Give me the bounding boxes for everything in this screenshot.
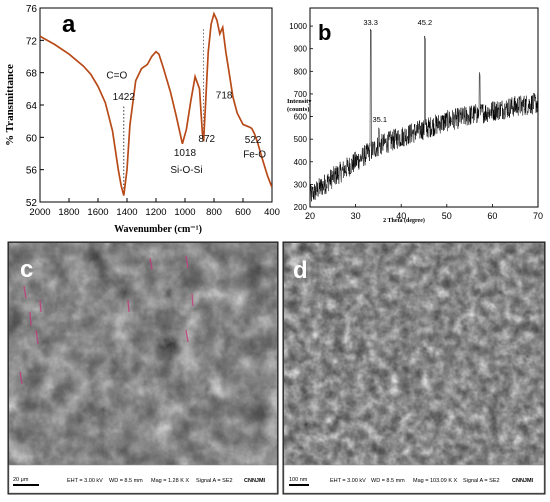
ftir-y-tick-label: 76: [26, 4, 38, 15]
ftir-annotation: Fe-O: [243, 150, 266, 161]
sem-c-wd: WD = 8.5 mm: [109, 478, 143, 484]
ftir-x-tick-label: 1200: [145, 207, 166, 218]
sem-c-scalebar-label: 20 μm: [13, 477, 29, 483]
xrd-y-tick-label: 700: [294, 90, 308, 99]
xrd-y-tick-label: 400: [294, 158, 308, 167]
sem-d-signal: Signal A = SE2: [463, 478, 500, 484]
xrd-x-axis-label: 2 Theta (degree): [383, 217, 425, 224]
sem-d-infobar: [283, 464, 545, 494]
xrd-y-tick-label: 300: [294, 180, 308, 189]
sem-d-scalebar: [289, 484, 309, 486]
ftir-x-tick-label: 1400: [116, 207, 137, 218]
ftir-y-tick-label: 60: [26, 133, 38, 144]
xrd-x-tick-label: 70: [533, 211, 543, 221]
ftir-y-tick-label: 64: [26, 101, 38, 112]
ftir-x-tick-label: 1800: [58, 207, 79, 218]
ftir-annotation: 872: [198, 134, 215, 145]
ftir-y-tick-label: 52: [26, 198, 38, 209]
ftir-x-axis: 2000 1800 1600 1400 1200 1000 800 600 400: [29, 198, 280, 218]
xrd-y-tick-label: 200: [294, 203, 308, 212]
sem-d-eht: EHT = 3.00 kV: [330, 478, 366, 484]
xrd-annotation: 45.2: [418, 18, 433, 27]
xrd-x-tick-label: 60: [487, 211, 497, 221]
ftir-x-tick-label: 800: [206, 207, 222, 218]
sem-d-image: [284, 243, 544, 465]
ftir-x-tick-label: 600: [235, 207, 251, 218]
ftir-annotation: 718: [216, 91, 233, 102]
ftir-annotation: 1422: [113, 92, 136, 103]
sem-c-eht: EHT = 3.00 kV: [67, 478, 103, 484]
sem-c-mag: Mag = 1.28 K X: [151, 478, 189, 484]
ftir-x-tick-label: 2000: [29, 207, 50, 218]
panel-a-ftir: 52 56 60 64 68 72 76 2000 1800 1600 1400 1200 1000 8…: [4, 4, 280, 235]
ftir-x-tick-label: 1000: [174, 207, 195, 218]
xrd-x-tick-label: 20: [305, 211, 315, 221]
sem-d-wd: WD = 8.5 mm: [371, 478, 405, 484]
sem-d-scalebar-label: 100 nm: [289, 477, 308, 483]
xrd-x-tick-label: 30: [351, 211, 361, 221]
ftir-x-tick-label: 400: [264, 207, 280, 218]
ftir-plot-frame: [39, 7, 273, 203]
panel-b-letter: b: [318, 20, 331, 45]
ftir-annotation: C=O: [106, 70, 127, 81]
panel-a-letter: a: [62, 11, 76, 38]
panel-d-letter: d: [293, 257, 308, 284]
panel-b-xrd: 200 300 400 500 600 700 800 900 1000 20 30 40 50 60 7…: [287, 7, 543, 224]
xrd-annotation: 35.1: [372, 115, 387, 124]
xrd-y-tick-label: 900: [294, 45, 308, 54]
xrd-x-tick-label: 40: [396, 211, 406, 221]
sem-c-infobar: [8, 464, 278, 494]
ftir-y-tick-label: 56: [26, 166, 38, 177]
ftir-annotation: 1018: [174, 148, 197, 159]
ftir-y-axis-label: % Transmittance: [4, 64, 16, 146]
ftir-y-axis: 52 56 60 64 68 72 76: [26, 4, 44, 209]
ftir-y-tick-label: 68: [26, 69, 38, 80]
sem-c-lab: CNNJMI: [244, 478, 266, 484]
sem-c-image: [9, 243, 277, 465]
sem-c-signal: Signal A = SE2: [196, 478, 233, 484]
sem-c-artifact-marks: [19, 255, 194, 385]
panel-c-letter: c: [20, 256, 33, 283]
panel-c-sem: 20 μm EHT = 3.00 kV WD = 8.5 mm Mag = 1.…: [7, 241, 279, 495]
xrd-pattern-line: [310, 29, 538, 202]
xrd-y-tick-label: 500: [294, 135, 308, 144]
sem-d-mag: Mag = 103.09 K X: [413, 478, 458, 484]
ftir-x-tick-label: 1600: [87, 207, 108, 218]
xrd-y-axis-label: Intensity (counts): [287, 98, 313, 113]
ftir-annotation: Si-O-Si: [170, 165, 202, 176]
ftir-peak-guides: [123, 28, 204, 193]
sem-d-lab: CNNJMI: [512, 478, 534, 484]
xrd-x-axis: 20 30 40 50 60 70: [305, 204, 543, 221]
xrd-annotations: 33.3 35.1 45.2: [363, 18, 432, 124]
ftir-annotations: C=O 1422 1018 Si-O-Si 872 718 522 Fe-O: [106, 70, 266, 176]
ftir-spectrum-line: [40, 11, 272, 196]
ftir-x-axis-label: Wavenumber (cm⁻¹): [114, 224, 202, 235]
panel-d-sem: 100 nm EHT = 3.00 kV WD = 8.5 mm Mag = 1…: [282, 241, 546, 495]
xrd-x-tick-label: 50: [442, 211, 452, 221]
xrd-y-tick-label: 600: [294, 113, 308, 122]
xrd-y-tick-label: 800: [294, 67, 308, 76]
ftir-annotation: 522: [245, 135, 262, 146]
xrd-y-axis: 200 300 400 500 600 700 800 900 1000: [289, 22, 313, 212]
xrd-y-tick-label: 1000: [289, 22, 307, 31]
xrd-annotation: 33.3: [363, 18, 378, 27]
ftir-y-tick-label: 72: [26, 36, 38, 47]
xrd-plot-frame: [309, 7, 539, 208]
sem-c-scalebar: [13, 484, 39, 486]
